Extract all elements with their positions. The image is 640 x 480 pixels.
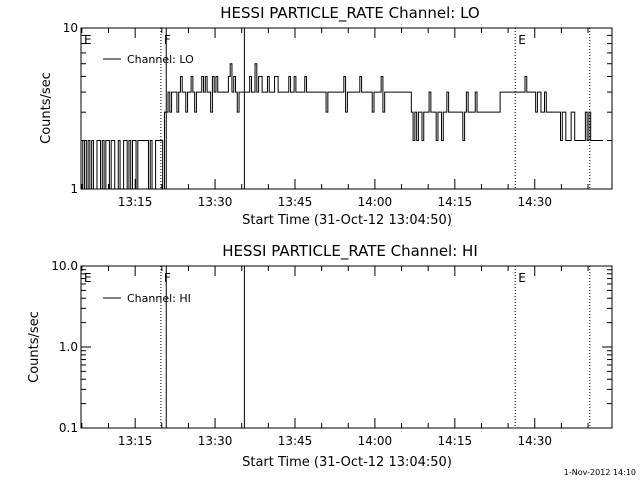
lo-event-label: F: [164, 33, 171, 47]
hi-y-ticks: 0.1 1.0 10.0: [51, 259, 612, 435]
hi-y-tick-label: 0.1: [59, 421, 78, 435]
hi-x-ticks: 13:15 13:30 13:45 14:00 14:15 14:30: [81, 266, 589, 448]
lo-y-tick-label: 1: [70, 182, 78, 196]
lo-series-line: [81, 63, 604, 190]
lo-x-tick-label: 14:00: [358, 195, 393, 209]
lo-y-ticks: 1 10: [63, 21, 612, 196]
hi-y-tick-label: 10.0: [51, 259, 78, 273]
hi-event-label: E: [84, 271, 92, 285]
lo-x-tick-label: 13:15: [118, 195, 153, 209]
lo-plot-frame: [80, 27, 613, 190]
hi-x-axis-label: Start Time (31-Oct-12 13:04:50): [242, 455, 452, 470]
lo-x-tick-label: 13:30: [198, 195, 233, 209]
hi-x-tick-label: 13:30: [198, 434, 233, 448]
lo-x-tick-label: 14:15: [438, 195, 473, 209]
lo-series: [81, 63, 604, 190]
hi-x-tick-label: 13:45: [278, 434, 313, 448]
hi-x-tick-label: 14:15: [438, 434, 473, 448]
lo-x-tick-label: 14:30: [517, 195, 552, 209]
lo-legend: Channel: LO: [103, 53, 194, 66]
hi-y-tick-label: 1.0: [59, 340, 78, 354]
hi-y-axis-label: Counts/sec: [27, 311, 42, 383]
lo-event-label: E: [84, 33, 92, 47]
lo-legend-label: Channel: LO: [127, 53, 194, 66]
hi-event-label: E: [518, 271, 526, 285]
lo-chart-title: HESSI PARTICLE_RATE Channel: LO: [220, 4, 479, 23]
hi-legend-label: Channel: HI: [127, 292, 191, 305]
hi-x-tick-label: 14:30: [517, 434, 552, 448]
hi-channel-panel: HESSI PARTICLE_RATE Channel: HI Counts/s…: [27, 242, 613, 470]
lo-x-tick-label: 13:45: [278, 195, 313, 209]
lo-x-ticks: 13:15 13:30 13:45 14:00 14:15 14:30: [81, 28, 589, 209]
hi-legend: Channel: HI: [103, 292, 191, 305]
lo-channel-panel: HESSI PARTICLE_RATE Channel: LO Counts/s…: [39, 4, 613, 228]
hi-chart-title: HESSI PARTICLE_RATE Channel: HI: [222, 242, 478, 261]
hi-event-label: F: [164, 271, 171, 285]
lo-y-tick-label: 10: [63, 21, 78, 35]
lo-x-axis-label: Start Time (31-Oct-12 13:04:50): [242, 213, 452, 228]
lo-y-axis-label: Counts/sec: [39, 72, 54, 144]
lo-event-label: E: [518, 33, 526, 47]
footer-timestamp: 1-Nov-2012 14:10: [564, 468, 636, 477]
hi-x-tick-label: 13:15: [118, 434, 153, 448]
hi-x-tick-label: 14:00: [358, 434, 393, 448]
